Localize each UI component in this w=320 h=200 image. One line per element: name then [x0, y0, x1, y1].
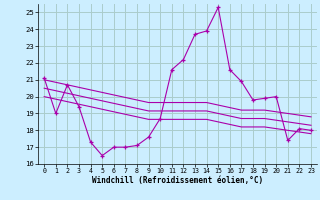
X-axis label: Windchill (Refroidissement éolien,°C): Windchill (Refroidissement éolien,°C) — [92, 176, 263, 185]
